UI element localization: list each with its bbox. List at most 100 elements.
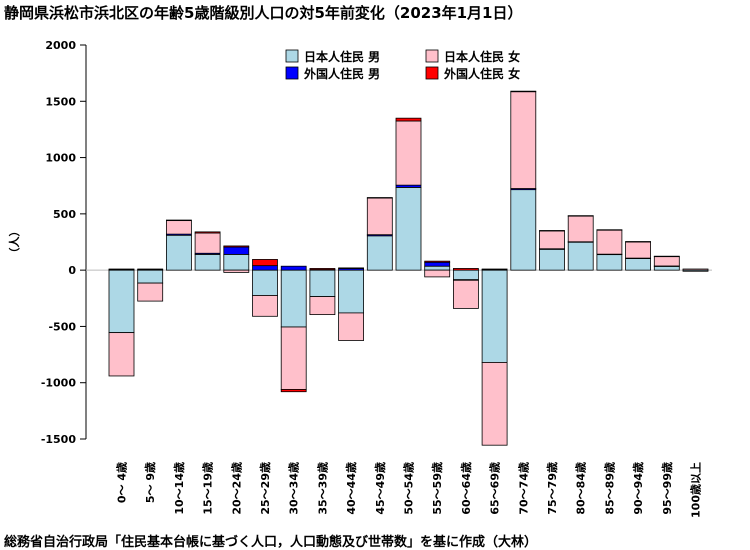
y-tick-label: -500	[48, 320, 76, 333]
bar-segment	[567, 215, 594, 217]
y-tick-label: 1000	[45, 152, 76, 165]
y-tick-label: 1500	[45, 95, 76, 108]
bar-segment	[280, 389, 307, 393]
bar-segment	[338, 312, 365, 341]
x-tick-label: 40～44歳	[344, 462, 358, 515]
bar-segment	[165, 220, 192, 235]
bar-segment	[366, 197, 393, 199]
bar-segment	[194, 231, 221, 234]
bar-segment	[137, 269, 164, 284]
bar-segment	[424, 260, 451, 263]
bar-segment	[452, 279, 479, 309]
bar-segment	[338, 267, 365, 269]
x-tick-label: 95～99歳	[660, 462, 674, 515]
bar-segment	[338, 269, 365, 314]
bar-segment	[682, 268, 709, 271]
x-tick-label: 85～89歳	[602, 462, 616, 515]
x-tick-label: 60～64歳	[459, 462, 473, 515]
bar-segment	[452, 268, 479, 271]
x-tick-label: 65～69歳	[488, 462, 502, 515]
bar-segment	[223, 245, 250, 248]
legend-label: 外国人住民 男	[304, 66, 380, 81]
x-tick-label: 45～49歳	[373, 462, 387, 515]
bar-segment	[309, 268, 336, 270]
bar-segment	[252, 295, 278, 317]
bar-segment	[596, 229, 623, 255]
bar-segment	[424, 269, 451, 278]
bars	[108, 90, 709, 446]
bar-segment	[108, 268, 135, 270]
bar-segment	[395, 187, 422, 271]
bar-segment	[481, 362, 508, 446]
legend-label: 外国人住民 女	[444, 66, 520, 81]
legend-swatch	[285, 66, 299, 80]
bar-segment	[395, 120, 422, 186]
bar-segment	[252, 269, 278, 296]
bar-segment	[223, 253, 250, 271]
chart-title: 静岡県浜松市浜北区の年齢5歳階級別人口の対5年前変化（2023年1月1日）	[4, 4, 523, 22]
x-tick-label: 5～ 9歳	[143, 462, 157, 503]
y-tick-label: -1500	[41, 433, 77, 446]
bar-segment	[108, 332, 135, 377]
bar-segment	[596, 253, 623, 271]
x-tick-label: 50～54歳	[402, 462, 416, 515]
bar-segment	[395, 117, 422, 122]
bar-segment	[280, 269, 307, 328]
bar-segment	[539, 230, 565, 232]
bar-segment	[424, 265, 451, 271]
bar-segment	[165, 234, 192, 271]
y-tick-label: 2000	[45, 39, 76, 52]
bar-segment	[108, 269, 135, 334]
legend-swatch	[285, 49, 299, 63]
bar-segment	[280, 265, 307, 271]
bar-segment	[223, 269, 250, 273]
x-tick-label: 25～29歳	[258, 462, 272, 515]
bar-segment	[165, 219, 192, 222]
bar-segment	[424, 261, 451, 267]
bar-segment	[366, 197, 393, 236]
bar-segment	[137, 268, 164, 270]
x-tick-label: 20～24歳	[229, 462, 243, 515]
bar-segment	[539, 230, 565, 250]
bar-segment	[596, 229, 623, 231]
legend-label: 日本人住民 女	[444, 49, 520, 64]
bar-segment	[625, 257, 651, 271]
y-axis: -1500 -1000 -500 0 500 1000 1500 2000	[41, 39, 87, 446]
x-tick-label: 10～14歳	[172, 462, 186, 515]
bar-segment	[567, 241, 594, 271]
y-tick-label: -1000	[41, 377, 77, 390]
bar-segment	[653, 255, 680, 258]
x-tick-label: 30～34歳	[287, 462, 301, 515]
bar-segment	[539, 248, 565, 271]
bar-segment	[366, 235, 393, 271]
x-tick-label: 100歳以上	[689, 462, 703, 518]
x-tick-label: 35～39歳	[315, 462, 329, 515]
bar-segment	[223, 246, 250, 255]
bar-segment	[452, 269, 479, 281]
x-tick-label: 55～59歳	[430, 462, 444, 515]
bar-segment	[194, 232, 221, 254]
bar-segment	[625, 241, 651, 259]
x-tick-label: 75～79歳	[545, 462, 559, 515]
y-tick-label: 500	[53, 208, 76, 221]
bar-segment	[653, 256, 680, 267]
legend-label: 日本人住民 男	[304, 49, 380, 64]
source-caption: 総務省自治行政局「住民基本台帳に基づく人口，人口動態及び世帯数」を基に作成（大林…	[4, 535, 538, 550]
bar-segment	[567, 215, 594, 243]
bar-segment	[510, 91, 537, 189]
bar-segment	[280, 326, 307, 390]
bar-segment	[481, 269, 508, 363]
y-axis-label: （人）	[7, 226, 21, 259]
x-tick-label: 0～ 4歳	[115, 462, 129, 503]
x-axis-labels: 0～ 4歳 5～ 9歳 10～14歳 15～19歳 20～24歳 25～29歳 30～34歳…	[115, 462, 703, 518]
legend-swatch	[425, 66, 439, 80]
bar-segment	[252, 265, 278, 271]
bar-segment	[309, 296, 336, 316]
legend-swatch	[425, 49, 439, 63]
bar-segment	[510, 189, 537, 271]
x-tick-label: 90～94歳	[631, 462, 645, 515]
bar-segment	[194, 253, 221, 271]
x-tick-label: 70～74歳	[516, 462, 530, 515]
